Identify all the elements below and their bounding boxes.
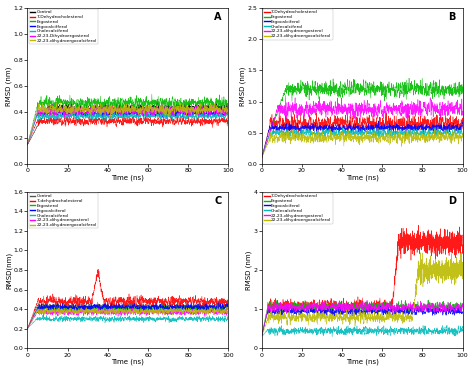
Text: C: C [214,196,222,206]
Text: D: D [448,196,456,206]
X-axis label: Time (ns): Time (ns) [111,175,145,181]
X-axis label: Time (ns): Time (ns) [346,175,379,181]
Text: B: B [448,12,456,22]
Y-axis label: RMSD (nm): RMSD (nm) [6,66,12,106]
X-axis label: Time (ns): Time (ns) [111,359,145,365]
Y-axis label: RMSD(nm): RMSD(nm) [6,252,12,289]
Y-axis label: RMSD (nm): RMSD (nm) [240,66,246,106]
X-axis label: Time (ns): Time (ns) [346,359,379,365]
Text: A: A [214,12,222,22]
Y-axis label: RMSD (nm): RMSD (nm) [246,250,252,290]
Legend: Control, 7-dehydrocholesterol, Ergosterol, Ergocalciferol, Cholecalciferol, 22,2: Control, 7-dehydrocholesterol, Ergostero… [29,193,99,229]
Legend: 7-Dehydrocholesterol, Ergosterol, Ergocalciferol, Cholecalciferol, 22,23-dihydro: 7-Dehydrocholesterol, Ergosterol, Ergoca… [263,193,333,224]
Legend: 7-Dehydrocholesterol, Ergosterol, Ergocalciferol, Cholecalciferol, 22,23-dihydro: 7-Dehydrocholesterol, Ergosterol, Ergoca… [263,9,333,40]
Legend: Control, 7-Dehydrocholesterol, Ergosterol, Ergocalcifferol, Cholecalciferol, 22,: Control, 7-Dehydrocholesterol, Ergostero… [29,9,99,44]
